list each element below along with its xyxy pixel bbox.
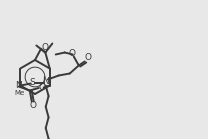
- Text: O: O: [84, 53, 91, 62]
- Text: S: S: [30, 78, 36, 87]
- Text: O: O: [29, 101, 36, 110]
- Text: Me: Me: [15, 90, 25, 95]
- Text: O: O: [41, 43, 48, 52]
- Text: O: O: [68, 49, 75, 58]
- Text: N: N: [15, 81, 22, 90]
- Text: O: O: [38, 83, 45, 92]
- Text: N: N: [42, 77, 49, 86]
